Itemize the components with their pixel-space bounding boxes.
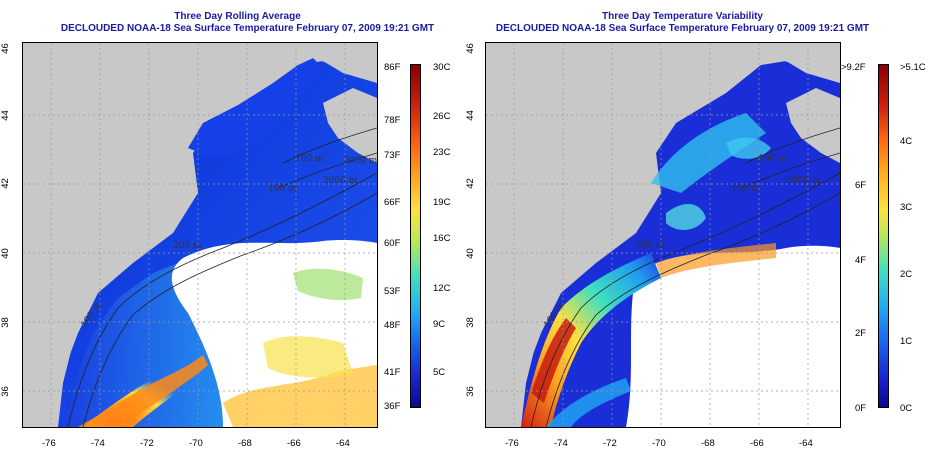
- left-cb-f-36: 36F: [384, 401, 401, 412]
- left-cb-f-53: 53F: [384, 286, 401, 297]
- right-variability-map: 100 m 2000 m 100 m 200 m 100 m: [485, 42, 841, 428]
- right-cb-c-0: 0C: [900, 403, 913, 414]
- right-cb-c-3: 3C: [900, 202, 913, 213]
- left-cb-f-66: 66F: [384, 197, 401, 208]
- left-depth-label: 200 m: [173, 241, 202, 251]
- lat-label-46: 46: [464, 43, 476, 54]
- lon-label-66: -66: [750, 438, 764, 449]
- left-cb-f-41: 41F: [384, 367, 401, 378]
- left-cb-c-16: 16C: [433, 233, 451, 244]
- right-title-line1: Three Day Temperature Variability: [602, 11, 763, 22]
- right-cb-f-0: 0F: [855, 403, 867, 414]
- left-cb-c-23: 23C: [433, 147, 451, 158]
- left-cb-f-60: 60F: [384, 238, 401, 249]
- lon-label-64: -64: [799, 438, 813, 449]
- left-title-line2: DECLOUDED NOAA-18 Sea Surface Temperatur…: [60, 23, 435, 34]
- right-cb-f-2: 2F: [855, 328, 867, 339]
- lon-label-66: -66: [287, 438, 301, 449]
- right-depth-label: 200 m: [636, 241, 665, 251]
- lon-label-68: -68: [238, 438, 252, 449]
- right-cb-c-2: 2C: [900, 269, 913, 280]
- left-title-line1: Three Day Rolling Average: [174, 11, 301, 22]
- left-sst-map: 100 m 2000 m 100 m 200 m 100 m 2000 m: [22, 42, 378, 428]
- right-cb-c-1: 1C: [900, 336, 913, 347]
- left-depth-label: 100 m: [295, 154, 324, 164]
- left-cb-f-86: 86F: [384, 62, 401, 73]
- left-cb-c-19: 19C: [433, 197, 451, 208]
- left-cb-c-12: 12C: [433, 283, 451, 294]
- lon-label-70: -70: [652, 438, 666, 449]
- lon-label-76: -76: [42, 438, 56, 449]
- lon-label-72: -72: [603, 438, 617, 449]
- lat-label-42: 42: [464, 178, 476, 189]
- left-depth-label: 2000 m: [343, 156, 377, 166]
- right-depth-label: 2000 m: [786, 176, 821, 186]
- lat-label-42: 42: [0, 178, 11, 189]
- right-depth-label: 100 m: [758, 154, 787, 164]
- lat-label-40: 40: [0, 248, 11, 259]
- left-cb-f-48: 48F: [384, 320, 401, 331]
- lat-label-36: 36: [0, 386, 11, 397]
- right-cb-f-4: 4F: [855, 255, 867, 266]
- lon-label-72: -72: [140, 438, 154, 449]
- lat-label-46: 46: [0, 43, 11, 54]
- right-cb-f-6: 6F: [855, 180, 867, 191]
- lat-label-44: 44: [0, 110, 11, 121]
- right-colorbar: [878, 64, 889, 408]
- lat-label-38: 38: [464, 317, 476, 328]
- lon-label-74: -74: [91, 438, 105, 449]
- right-cb-c-4: 4C: [900, 136, 913, 147]
- lon-label-68: -68: [701, 438, 715, 449]
- right-panel: Three Day Temperature Variability DECLOU…: [465, 0, 950, 475]
- lon-label-64: -64: [336, 438, 350, 449]
- left-panel: Three Day Rolling Average DECLOUDED NOAA…: [0, 11, 451, 449]
- left-depth-label: 2000 m: [323, 176, 358, 186]
- right-title-line2: DECLOUDED NOAA-18 Sea Surface Temperatur…: [495, 23, 870, 34]
- left-colorbar: [410, 64, 421, 408]
- lon-label-74: -74: [554, 438, 568, 449]
- left-cb-c-26: 26C: [433, 111, 451, 122]
- lat-label-44: 44: [464, 110, 476, 121]
- right-depth-label: 100 m: [731, 184, 760, 194]
- lon-label-76: -76: [505, 438, 519, 449]
- left-depth-label: 100 m: [268, 184, 297, 194]
- left-cb-c-30: 30C: [433, 62, 451, 73]
- lat-label-36: 36: [464, 386, 476, 397]
- lat-label-38: 38: [0, 317, 11, 328]
- lat-label-40: 40: [464, 248, 476, 259]
- left-cb-f-78: 78F: [384, 115, 401, 126]
- lon-label-70: -70: [189, 438, 203, 449]
- right-cb-f-92: >9.2F: [841, 62, 866, 73]
- right-cb-c-51: >5.1C: [900, 62, 926, 73]
- left-cb-f-73: 73F: [384, 150, 401, 161]
- left-cb-c-5: 5C: [433, 367, 446, 378]
- left-cb-c-9: 9C: [433, 319, 446, 330]
